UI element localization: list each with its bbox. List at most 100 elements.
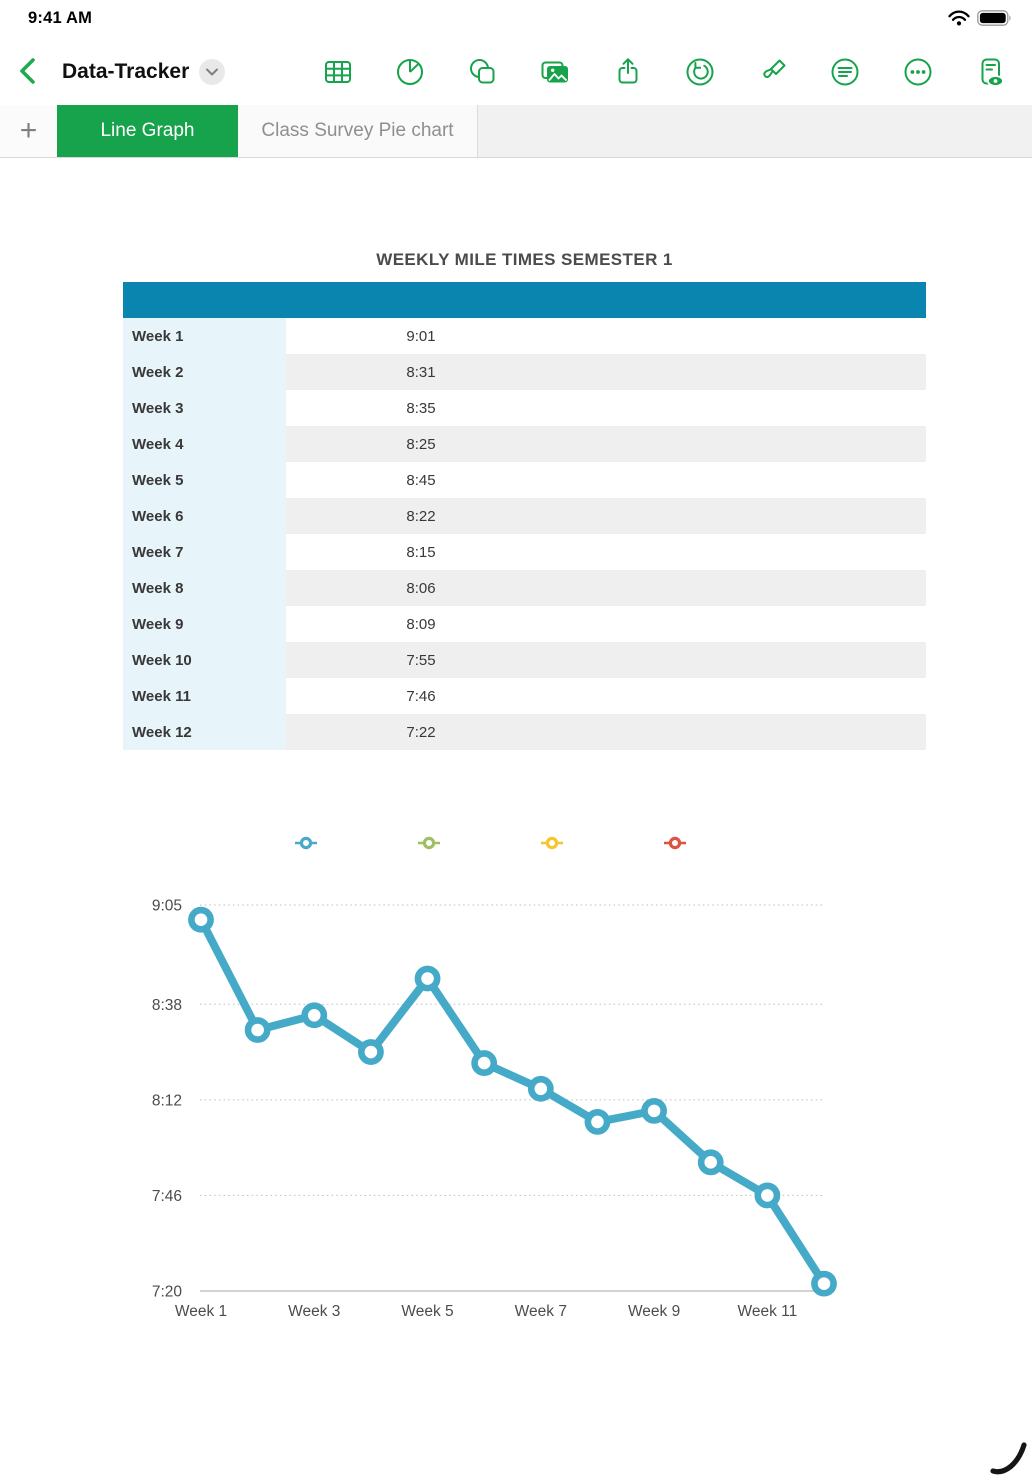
sheet-tab-bar: + Line Graph Class Survey Pie chart [0,105,1032,158]
row-value-cell[interactable]: 8:45 [406,471,436,489]
insert-table-button[interactable] [321,55,355,89]
row-value-cell[interactable]: 8:22 [286,498,556,534]
data-point-week-1 [188,906,214,933]
series-line [197,915,828,1288]
table-header-row[interactable] [123,282,926,318]
row-empty-cell[interactable] [556,534,926,570]
row-value-cell[interactable]: 8:31 [286,354,556,390]
data-point-week-2 [244,1017,271,1043]
row-value-cell[interactable]: 8:06 [286,570,556,606]
wifi-icon [948,10,970,26]
row-value-cell[interactable]: 7:55 [286,642,556,678]
data-point-week-3 [301,1002,328,1029]
chevron-down-icon [206,68,219,76]
insert-chart-button[interactable] [393,55,427,89]
back-button[interactable] [14,55,42,89]
x-tick-label: Week 9 [628,1303,680,1320]
mile-times-table[interactable]: WEEKLY MILE TIMES SEMESTER 1 Week 1 9:01 W… [123,238,926,750]
table-icon [325,61,351,83]
y-tick-label: 8:38 [152,997,182,1014]
battery-icon [977,10,1011,26]
row-label-cell[interactable]: Week 11 [123,678,286,714]
insert-shape-button[interactable] [466,55,500,89]
table-body: Week 1 9:01 Week 2 8:31 Week 3 8:35 Week 4 8:25… [123,318,926,750]
row-value-cell[interactable]: 8:15 [406,543,436,561]
pencil-stroke[interactable] [985,1435,1032,1479]
data-point-week-12 [811,1270,837,1297]
row-empty-cell[interactable] [556,498,926,534]
row-empty-cell[interactable] [556,318,926,354]
row-empty-cell[interactable] [556,390,926,426]
undo-button[interactable] [683,55,717,89]
toolbar-icons [321,55,1007,89]
back-chevron-icon [20,58,35,84]
share-button[interactable] [611,55,645,89]
line-chart[interactable]: 9:05 8:38 8:12 7:46 7:20 Week 1 Week 3 Week 5 We… [130,885,930,1335]
row-empty-cell[interactable] [556,462,926,498]
legend-marker-green[interactable] [418,835,440,851]
legend-marker-blue[interactable] [295,835,317,851]
data-point-week-10 [697,1149,724,1176]
table-row: Week 11 7:46 [123,678,926,714]
row-label-cell[interactable]: Week 7 [123,534,286,570]
table-row: Week 5 8:45 [123,462,926,498]
row-label-cell[interactable]: Week 10 [123,642,286,678]
data-point-week-6 [471,1050,498,1076]
table-row: Week 2 8:31 [123,354,926,390]
filter-lines-icon [831,58,859,86]
row-label-cell[interactable]: Week 6 [123,498,286,534]
row-empty-cell[interactable] [556,642,926,678]
row-label-cell[interactable]: Week 9 [123,606,286,642]
row-label-cell[interactable]: Week 3 [123,390,286,426]
row-label-cell[interactable]: Week 8 [123,570,286,606]
row-value-cell[interactable]: 9:01 [406,327,436,345]
row-empty-cell[interactable] [556,678,926,714]
legend-marker-yellow[interactable] [541,835,563,851]
row-value-cell[interactable]: 8:09 [406,615,436,633]
y-tick-label: 9:05 [152,898,182,915]
shapes-icon [469,59,495,84]
row-value-cell[interactable]: 8:25 [286,426,556,462]
title-dropdown-button[interactable] [199,59,226,85]
table-row: Week 10 7:55 [123,642,926,678]
row-empty-cell[interactable] [556,606,926,642]
legend-marker-red[interactable] [664,835,686,851]
row-value-cell[interactable]: 7:46 [406,687,436,705]
ellipsis-icon [904,58,931,86]
format-button[interactable] [756,55,790,89]
x-tick-label: Week 5 [401,1303,453,1320]
undo-icon [686,58,714,86]
data-point-week-8 [584,1108,611,1135]
more-button[interactable] [901,55,935,89]
document-title-group: Data-Tracker [62,55,226,89]
row-empty-cell[interactable] [556,354,926,390]
document-options-button[interactable] [828,55,862,89]
row-label-cell[interactable]: Week 2 [123,354,286,390]
row-label-cell[interactable]: Week 1 [123,318,286,354]
tab-class-survey-pie-chart[interactable]: Class Survey Pie chart [238,105,478,157]
share-icon [618,58,638,84]
x-tick-label: Week 1 [175,1303,227,1320]
row-value-cell[interactable]: 8:35 [406,399,436,417]
add-sheet-button[interactable]: + [0,105,57,157]
sheet-tabs: Line Graph Class Survey Pie chart [57,105,478,157]
data-point-week-9 [641,1097,667,1124]
row-empty-cell[interactable] [556,570,926,606]
status-time: 9:41 AM [28,9,93,27]
table-row: Week 4 8:25 [123,426,926,462]
insert-media-button[interactable] [538,55,572,89]
row-label-cell[interactable]: Week 5 [123,462,286,498]
y-tick-label: 7:46 [152,1188,182,1205]
data-point-week-4 [358,1039,384,1065]
table-title: WEEKLY MILE TIMES SEMESTER 1 [376,250,673,269]
view-options-button[interactable] [973,55,1007,89]
row-empty-cell[interactable] [556,426,926,462]
chart-legend [295,834,686,852]
row-value-cell[interactable]: 7:22 [286,714,556,750]
row-empty-cell[interactable] [556,714,926,750]
row-label-cell[interactable]: Week 4 [123,426,286,462]
tab-line-graph[interactable]: Line Graph [57,105,238,157]
row-label-cell[interactable]: Week 12 [123,714,286,750]
document-title: Data-Tracker [62,60,190,83]
